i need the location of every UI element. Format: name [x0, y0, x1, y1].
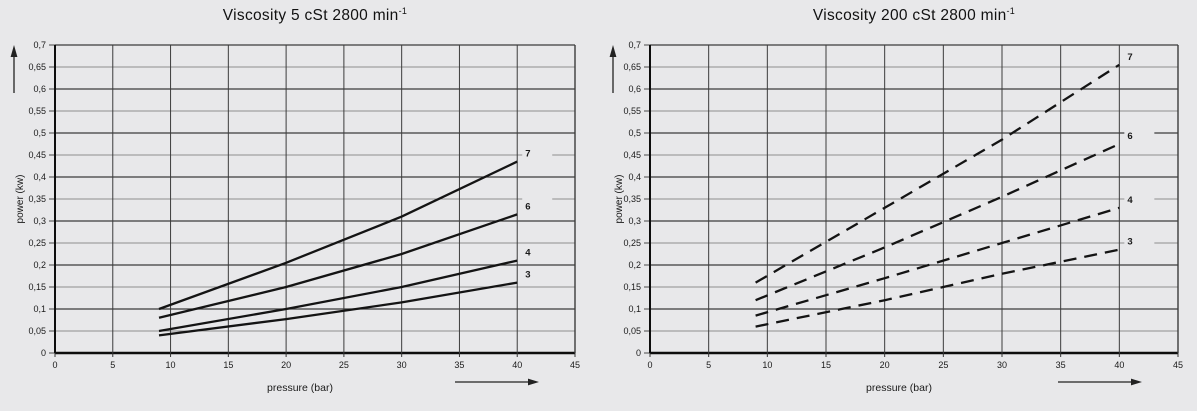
curve-3 [158, 281, 518, 337]
x-tick-label: 35 [454, 360, 464, 370]
y-axis-label: power (kw) [15, 175, 26, 224]
x-tick-label: 5 [706, 360, 711, 370]
y-tick-label: 0,15 [28, 282, 46, 292]
x-tick-label: 25 [339, 360, 349, 370]
y-tick-label: 0,45 [623, 150, 641, 160]
x-tick-label: 0 [647, 360, 652, 370]
y-tick-label: 0,45 [28, 150, 46, 160]
x-tick-label: 40 [512, 360, 522, 370]
y-tick-label: 0 [636, 348, 641, 358]
chart-canvas-viscosity-5cst: 0 0,05 0,1 0,15 0,2 0,25 0,3 0,35 0,4 0,45 0,5 0,55… [10, 40, 580, 394]
y-tick-label: 0,7 [33, 40, 46, 50]
chart-title-text: Viscosity 200 cSt 2800 min [812, 7, 1007, 24]
y-tick-label: 0,6 [628, 84, 641, 94]
x-axis-arrowhead-icon [1131, 378, 1142, 386]
x-axis-label: pressure (bar) [866, 382, 932, 394]
y-tick-label: 0,5 [33, 128, 46, 138]
x-tick-label: 25 [938, 360, 948, 370]
y-tick-label: 0,3 [33, 216, 46, 226]
x-tick-label: 15 [223, 360, 233, 370]
y-tick-label: 0,05 [623, 326, 641, 336]
y-tick-label: 0,65 [28, 62, 46, 72]
chart-title-superscript: -1 [398, 5, 408, 16]
y-tick-label: 0,55 [623, 106, 641, 116]
curve-label-4: 4 [1127, 195, 1133, 206]
curve-label-6: 6 [525, 201, 530, 212]
x-tick-label: 15 [821, 360, 831, 370]
x-tick-label: 30 [397, 360, 407, 370]
chart-panel-viscosity-200cst: Viscosity 200 cSt 2800 min-1 0 0,05 0,1 0,1… [599, 0, 1197, 411]
curve-label-mask [522, 266, 553, 283]
y-tick-label: 0,15 [623, 282, 641, 292]
y-tick-label: 0,2 [33, 260, 46, 270]
x-tick-label: 5 [110, 360, 115, 370]
curve-4 [158, 259, 518, 333]
chart-panel-viscosity-5cst: Viscosity 5 cSt 2800 min-1 0 0,05 0,1 0,15 0… [0, 0, 598, 411]
curve-label-7: 7 [525, 149, 530, 160]
y-tick-label: 0,3 [628, 216, 641, 226]
x-tick-label: 35 [1056, 360, 1066, 370]
y-tick-label: 0,2 [628, 260, 641, 270]
chart-title-text: Viscosity 5 cSt 2800 min [222, 7, 399, 24]
chart-title-superscript: -1 [1006, 5, 1016, 16]
curve-3 [755, 248, 1120, 328]
curve-6 [158, 213, 518, 319]
chart-canvas-viscosity-200cst: 0 0,05 0,1 0,15 0,2 0,25 0,3 0,35 0,4 0,45 0,5 0,55… [609, 40, 1183, 394]
curve-label-6: 6 [1127, 131, 1132, 142]
curve-label-7: 7 [1127, 52, 1132, 63]
y-tick-label: 0,05 [28, 326, 46, 336]
x-tick-label: 10 [166, 360, 176, 370]
y-tick-label: 0,7 [628, 40, 641, 50]
curve-label-mask [1124, 128, 1155, 144]
x-tick-label: 30 [997, 360, 1007, 370]
curve-7 [158, 160, 518, 311]
chart-title: Viscosity 200 cSt 2800 min-1 [650, 5, 1178, 25]
y-tick-label: 0,1 [33, 304, 46, 314]
curve-4 [755, 206, 1120, 317]
y-tick-label: 0,25 [623, 238, 641, 248]
x-tick-label: 45 [570, 360, 580, 370]
curve-label-mask [522, 244, 553, 261]
curve-label-mask [1124, 233, 1155, 250]
curve-label-mask [522, 198, 553, 215]
chart-title: Viscosity 5 cSt 2800 min-1 [55, 5, 575, 25]
x-tick-label: 20 [880, 360, 890, 370]
x-tick-label: 45 [1173, 360, 1183, 370]
y-tick-label: 0,5 [628, 128, 641, 138]
y-tick-label: 0,1 [628, 304, 641, 314]
x-tick-label: 0 [52, 360, 57, 370]
y-axis-arrowhead-icon [10, 45, 18, 57]
x-tick-label: 20 [281, 360, 291, 370]
curve-6 [755, 142, 1120, 302]
x-axis-label: pressure (bar) [267, 382, 333, 394]
curve-label-mask [1124, 191, 1155, 208]
y-tick-label: 0,55 [28, 106, 46, 116]
y-tick-label: 0 [41, 348, 46, 358]
y-tick-label: 0,35 [28, 194, 46, 204]
y-tick-label: 0,65 [623, 62, 641, 72]
x-tick-label: 10 [762, 360, 772, 370]
curve-label-mask [1124, 48, 1155, 65]
y-axis-label: power (kw) [614, 175, 625, 224]
x-tick-label: 40 [1114, 360, 1124, 370]
y-tick-label: 0,4 [33, 172, 46, 182]
curve-label-3: 3 [525, 270, 530, 281]
x-axis-arrowhead-icon [528, 378, 539, 386]
y-tick-label: 0,6 [33, 84, 46, 94]
y-axis-arrowhead-icon [609, 45, 617, 57]
curve-label-mask [522, 145, 553, 162]
y-tick-label: 0,25 [28, 238, 46, 248]
curve-label-3: 3 [1127, 237, 1132, 248]
y-tick-label: 0,35 [623, 194, 641, 204]
y-tick-label: 0,4 [628, 172, 641, 182]
curve-label-4: 4 [525, 248, 531, 259]
curve-7 [755, 63, 1120, 284]
